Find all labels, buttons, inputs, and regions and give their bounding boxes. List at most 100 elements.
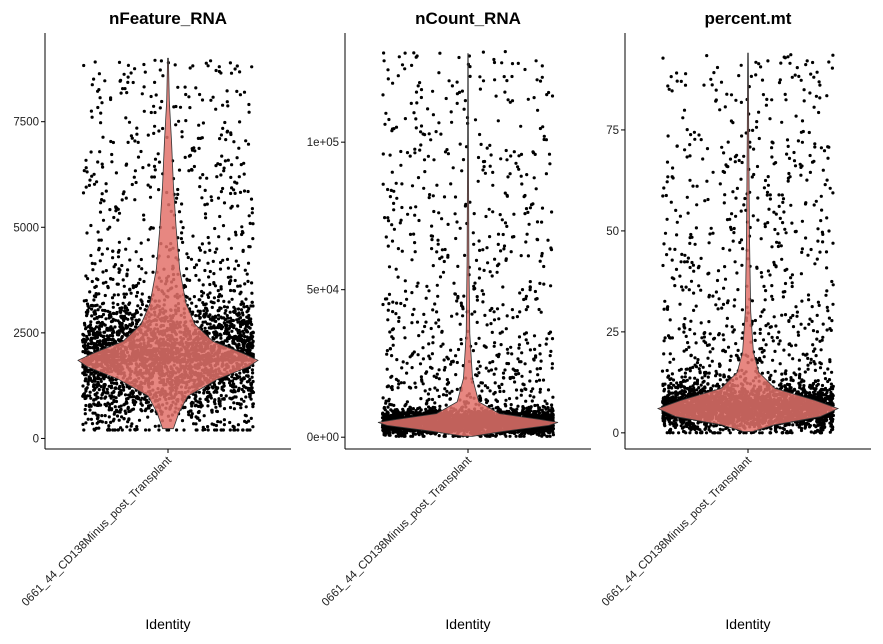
data-point (87, 345, 91, 350)
data-point (84, 185, 88, 189)
data-point (251, 237, 255, 241)
data-point (129, 291, 133, 295)
data-point (96, 308, 100, 312)
data-point (234, 259, 238, 263)
data-point (213, 389, 217, 393)
data-point (209, 98, 213, 102)
data-point (131, 80, 135, 85)
data-point (229, 389, 233, 393)
data-point (240, 377, 245, 381)
data-point (121, 301, 125, 305)
data-point (82, 169, 86, 173)
data-point (135, 132, 139, 136)
data-point (191, 64, 195, 68)
data-point (416, 281, 420, 285)
data-point (213, 226, 217, 231)
data-point (227, 237, 231, 241)
data-point (113, 428, 117, 432)
data-point (235, 89, 239, 93)
data-point (143, 308, 147, 312)
data-point (206, 235, 210, 240)
data-point (239, 290, 243, 294)
data-point (114, 205, 118, 209)
data-point (101, 335, 105, 339)
data-point (197, 278, 201, 282)
data-point (218, 137, 222, 141)
data-point (89, 396, 93, 400)
data-point (485, 246, 489, 250)
data-point (104, 391, 108, 395)
data-point (206, 404, 210, 408)
data-point (123, 304, 127, 308)
data-point (437, 434, 441, 438)
data-point (245, 272, 249, 276)
data-point (157, 424, 161, 428)
data-point (181, 226, 185, 230)
data-point (401, 360, 405, 364)
data-point (106, 227, 110, 231)
data-point (133, 139, 137, 143)
data-point (189, 409, 193, 413)
data-point (99, 403, 103, 407)
data-point (482, 268, 486, 272)
data-point (535, 78, 539, 82)
data-point (159, 59, 163, 63)
data-point (229, 131, 233, 135)
data-point (229, 279, 233, 283)
data-point (126, 140, 130, 144)
data-point (92, 370, 96, 374)
data-point (119, 426, 123, 430)
data-point (116, 302, 120, 307)
data-point (83, 412, 87, 416)
data-point (123, 393, 128, 397)
data-point (233, 67, 237, 71)
data-point (246, 346, 250, 350)
data-point (194, 314, 198, 318)
data-point (153, 80, 157, 84)
data-point (440, 248, 444, 252)
data-point (112, 412, 116, 416)
data-point (492, 372, 496, 376)
data-point (139, 257, 143, 262)
data-point (228, 405, 233, 410)
data-point (144, 428, 148, 432)
data-point (83, 351, 87, 355)
data-point (177, 119, 181, 123)
data-point (198, 418, 202, 422)
data-point (242, 399, 246, 403)
data-point (118, 410, 122, 414)
data-point (505, 224, 509, 228)
data-point (440, 217, 444, 221)
data-point (447, 79, 451, 83)
data-point (128, 288, 132, 292)
data-point (463, 99, 467, 103)
data-point (250, 207, 254, 211)
data-point (228, 420, 232, 425)
data-point (149, 94, 153, 99)
data-point (206, 425, 210, 429)
data-point (229, 71, 234, 75)
data-point (220, 154, 224, 158)
data-point (158, 68, 162, 72)
data-point (92, 402, 96, 406)
data-point (438, 275, 443, 279)
data-point (239, 163, 243, 167)
data-point (121, 330, 125, 334)
data-point (403, 67, 407, 71)
data-point (130, 182, 134, 187)
data-point (461, 158, 466, 162)
data-point (455, 299, 459, 303)
data-point (113, 386, 117, 390)
data-point (152, 164, 157, 168)
data-point (251, 339, 255, 343)
data-point (192, 146, 196, 150)
data-point (175, 196, 179, 200)
data-point (238, 70, 242, 74)
data-point (210, 325, 214, 330)
data-point (248, 335, 253, 339)
data-point (84, 166, 88, 170)
data-point (88, 323, 93, 327)
data-point (517, 335, 522, 339)
data-point (98, 210, 103, 214)
data-point (180, 231, 184, 235)
